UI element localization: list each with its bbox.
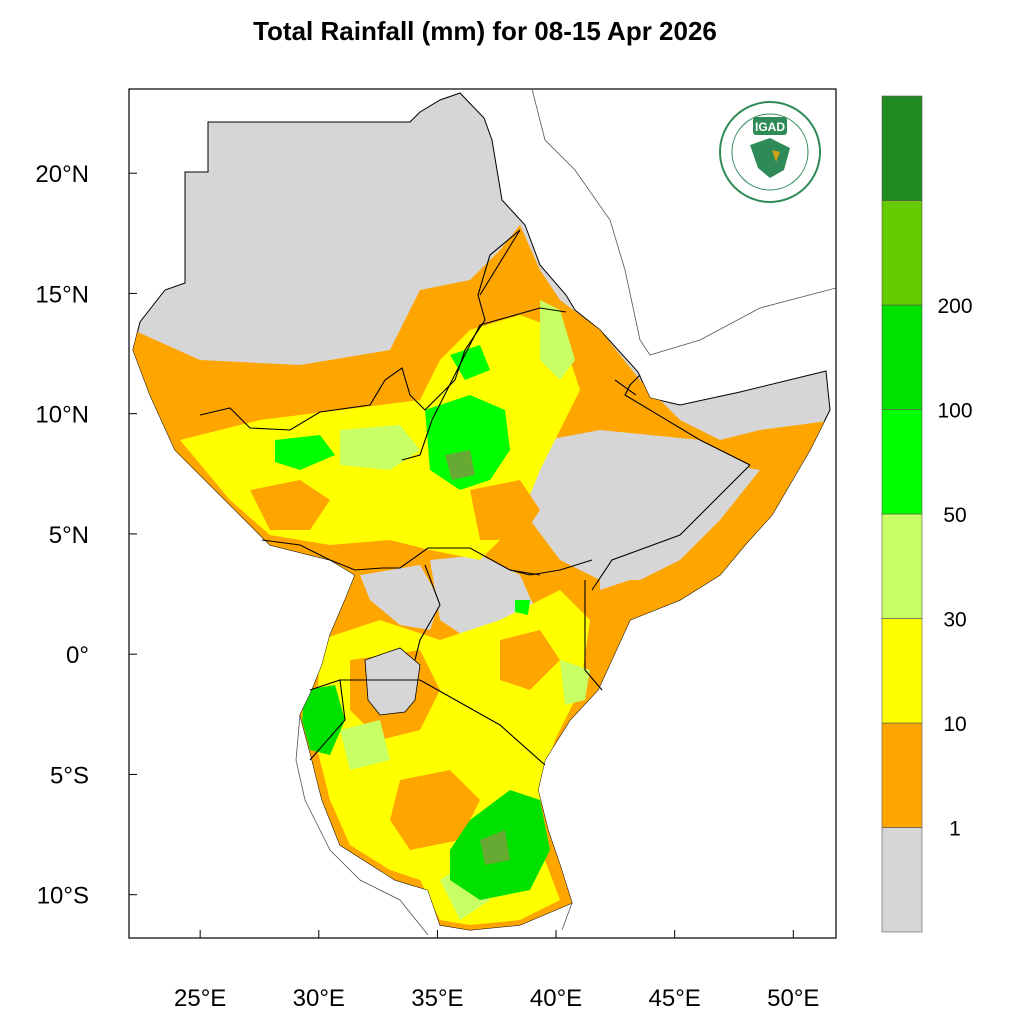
colorbar: 1 10 30 50 100 200 <box>881 95 973 933</box>
colorbar-label: 100 <box>937 400 972 423</box>
lat-tick-label: 0° <box>66 642 89 669</box>
colorbar-label: 200 <box>937 295 972 318</box>
lon-tick-label: 40°E <box>530 985 582 1012</box>
lat-tick-label: 5°S <box>50 762 89 789</box>
lon-tick-label: 45°E <box>649 985 701 1012</box>
latitude-axis: 20°N 15°N 10°N 5°N 0° 5°S 10°S <box>35 161 137 910</box>
colorbar-label: 50 <box>943 504 966 527</box>
colorbar-swatch <box>881 618 923 724</box>
lat-tick-label: 15°N <box>35 281 89 308</box>
logo-abbr: IGAD <box>755 120 785 134</box>
lon-tick-label: 25°E <box>174 985 226 1012</box>
lat-tick-label: 10°N <box>35 402 89 429</box>
colorbar-swatch <box>881 513 923 619</box>
igad-logo: IGAD <box>719 101 821 203</box>
colorbar-swatch <box>881 409 923 515</box>
colorbar-label: 10 <box>943 713 966 736</box>
africa-icon <box>750 138 790 178</box>
colorbar-label: 30 <box>943 609 966 632</box>
colorbar-swatch <box>881 827 923 933</box>
lat-tick-label: 10°S <box>37 883 89 910</box>
colorbar-swatch <box>881 95 923 201</box>
lon-tick-label: 35°E <box>411 985 463 1012</box>
colorbar-swatch <box>881 722 923 828</box>
lon-tick-label: 30°E <box>293 985 345 1012</box>
lat-tick-label: 20°N <box>35 161 89 188</box>
lat-tick-label: 5°N <box>49 522 89 549</box>
colorbar-label: 1 <box>949 818 961 841</box>
map-title: Total Rainfall (mm) for 08-15 Apr 2026 <box>253 16 717 46</box>
colorbar-swatch <box>881 200 923 306</box>
country-borders <box>199 229 751 766</box>
colorbar-swatch <box>881 304 923 410</box>
lon-tick-label: 50°E <box>767 985 819 1012</box>
longitude-axis: 25°E 30°E 35°E 40°E 45°E 50°E <box>174 930 819 1012</box>
outer-coastlines <box>295 89 836 936</box>
